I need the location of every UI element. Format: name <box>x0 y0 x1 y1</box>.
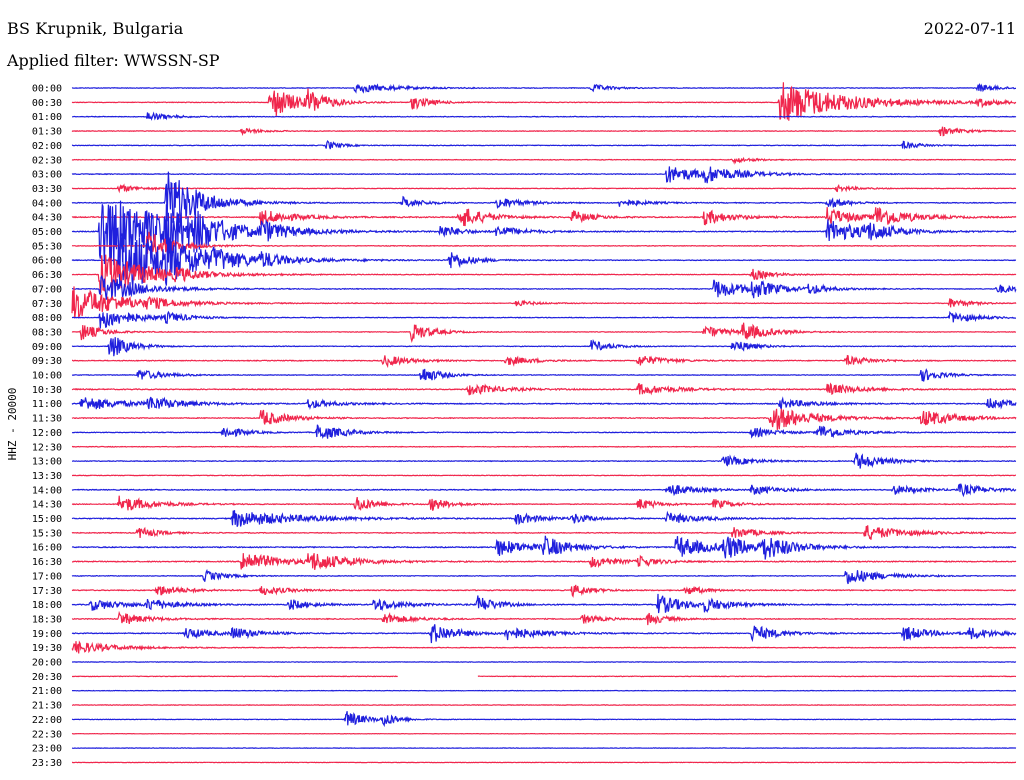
time-tick-label: 13:30 <box>32 471 62 482</box>
seismic-trace-0700 <box>71 274 1017 300</box>
time-tick-label: 12:30 <box>32 442 62 453</box>
time-tick-label: 17:30 <box>32 586 62 597</box>
seismic-trace-2030 <box>72 675 1017 678</box>
time-tick-label: 22:00 <box>32 715 62 726</box>
time-tick-label: 01:30 <box>32 127 62 138</box>
time-tick-label: 16:00 <box>32 543 62 554</box>
time-tick-label: 18:00 <box>32 600 62 611</box>
filter-label: Applied filter: WWSSN-SP <box>7 51 220 70</box>
time-tick-label: 13:00 <box>32 457 62 468</box>
time-tick-label: 06:30 <box>32 270 62 281</box>
time-tick-label: 14:00 <box>32 485 62 496</box>
y-axis-label: HHZ - 20000 <box>6 388 19 461</box>
seismic-trace-1400 <box>71 483 1017 498</box>
seismic-trace-0730 <box>71 286 1017 319</box>
time-tick-label: 05:00 <box>32 227 62 238</box>
seismic-trace-1030 <box>71 382 1017 396</box>
time-tick-label: 04:00 <box>32 198 62 209</box>
time-tick-label: 00:00 <box>32 84 62 95</box>
seismic-trace-0900 <box>71 337 1017 357</box>
seismic-trace-1200 <box>71 424 1017 439</box>
time-tick-label: 12:00 <box>32 428 62 439</box>
time-tick-label: 21:30 <box>32 701 62 712</box>
seismic-trace-1330 <box>72 474 1016 477</box>
seismic-trace-1730 <box>71 584 1017 598</box>
seismic-trace-1830 <box>71 610 1017 626</box>
seismic-trace-2200 <box>71 711 1017 728</box>
seismic-trace-1230 <box>71 445 1017 448</box>
time-tick-label: 03:00 <box>32 170 62 181</box>
seismic-trace-1100 <box>71 396 1017 411</box>
seismic-trace-1700 <box>71 568 1017 585</box>
time-tick-label: 04:30 <box>32 213 62 224</box>
seismic-trace-1430 <box>71 495 1017 512</box>
time-tick-label: 07:30 <box>32 299 62 310</box>
seismic-trace-1930 <box>71 640 1017 654</box>
time-tick-label: 23:00 <box>32 744 62 755</box>
seismic-trace-1130 <box>71 408 1017 430</box>
time-tick-label: 15:30 <box>32 528 62 539</box>
trace-group: 00:00 00:30 01:00 01:30 02:00 02:30 03:00 03:30… <box>32 82 1017 769</box>
time-tick-label: 20:00 <box>32 658 62 669</box>
station-title: BS Krupnik, Bulgaria <box>7 19 184 38</box>
seismic-trace-1500 <box>71 510 1016 527</box>
time-tick-label: 23:30 <box>32 758 62 769</box>
time-tick-label: 07:00 <box>32 284 62 295</box>
seismic-trace-0230 <box>71 156 1017 165</box>
seismic-trace-0600 <box>71 232 1017 288</box>
seismic-trace-1000 <box>71 368 1017 382</box>
time-tick-label: 08:30 <box>32 327 62 338</box>
seismic-trace-0400 <box>71 171 1017 223</box>
time-tick-label: 09:30 <box>32 356 62 367</box>
seismic-trace-0530 <box>71 231 1017 258</box>
seismic-trace-1600 <box>71 535 1017 560</box>
seismic-trace-1300 <box>72 452 1017 469</box>
time-tick-label: 10:00 <box>32 371 62 382</box>
time-tick-label: 15:00 <box>32 514 62 525</box>
seismic-trace-0330 <box>71 183 1017 194</box>
seismic-trace-1900 <box>71 624 1017 644</box>
time-tick-label: 19:00 <box>32 629 62 640</box>
seismic-trace-0630 <box>71 254 1017 295</box>
seismic-trace-0030 <box>71 82 1017 121</box>
time-tick-label: 11:30 <box>32 414 62 425</box>
seismic-trace-0500 <box>71 200 1017 270</box>
time-tick-label: 18:30 <box>32 614 62 625</box>
seismic-trace-0000 <box>71 82 1016 94</box>
seismic-trace-0830 <box>71 322 1017 344</box>
time-tick-label: 16:30 <box>32 557 62 568</box>
seismic-trace-0130 <box>71 126 1017 137</box>
time-tick-label: 22:30 <box>32 729 62 740</box>
time-tick-label: 11:00 <box>32 399 62 410</box>
time-tick-label: 21:00 <box>32 686 62 697</box>
seismic-trace-0100 <box>72 111 1017 121</box>
time-tick-label: 03:30 <box>32 184 62 195</box>
seismic-trace-1530 <box>71 525 1017 540</box>
date-label: 2022-07-11 <box>923 19 1016 38</box>
time-tick-label: 20:30 <box>32 672 62 683</box>
time-tick-label: 08:00 <box>32 313 62 324</box>
seismic-trace-0300 <box>71 166 1017 184</box>
time-tick-label: 01:00 <box>32 112 62 123</box>
time-tick-label: 02:00 <box>32 141 62 152</box>
seismic-trace-0930 <box>72 354 1017 369</box>
time-tick-label: 19:30 <box>32 643 62 654</box>
time-tick-label: 14:30 <box>32 500 62 511</box>
time-tick-label: 09:00 <box>32 342 62 353</box>
seismic-trace-0430 <box>71 206 1017 227</box>
time-tick-label: 00:30 <box>32 98 62 109</box>
time-tick-label: 06:00 <box>32 256 62 267</box>
time-tick-label: 17:00 <box>32 571 62 582</box>
seismic-trace-1800 <box>71 593 1017 614</box>
seismic-trace-1630 <box>72 553 1017 570</box>
seismic-trace-2130 <box>71 704 1017 707</box>
seismic-trace-0200 <box>71 140 1017 150</box>
seismic-trace-0800 <box>71 310 1016 329</box>
time-tick-label: 10:30 <box>32 385 62 396</box>
time-tick-label: 05:30 <box>32 241 62 252</box>
time-tick-label: 02:30 <box>32 155 62 166</box>
